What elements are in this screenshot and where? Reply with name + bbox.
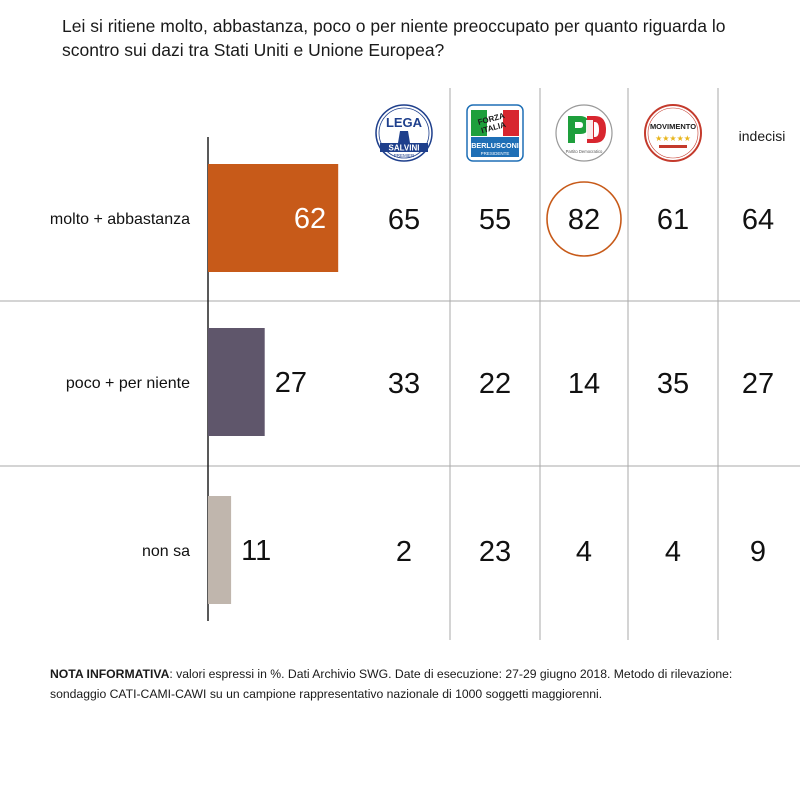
table-cell-value: 61 xyxy=(657,204,689,236)
bar xyxy=(208,164,339,272)
footnote: NOTA INFORMATIVA: valori espressi in %. … xyxy=(50,664,770,704)
category-labels: molto + abbastanza poco + per niente non s… xyxy=(50,211,190,560)
category-label: molto + abbastanza xyxy=(50,211,190,228)
bar-value-label: 27 xyxy=(275,367,307,399)
table-cell-value: 82 xyxy=(568,204,600,236)
survey-chart: 62 27 11 molto + abbastanza poco + per nien… xyxy=(0,88,800,640)
lega-salvini-text: SALVINI xyxy=(389,144,420,153)
pd-subtitle-text: Partito Democratico xyxy=(566,149,603,154)
table-cell-value: 33 xyxy=(388,368,420,400)
lega-logo-icon: LEGA SALVINI PREMIER xyxy=(375,104,433,162)
category-label: non sa xyxy=(142,543,190,560)
table-cell-value: 65 xyxy=(388,204,420,236)
table-cell-value: 4 xyxy=(665,536,681,568)
bar xyxy=(208,496,232,604)
lega-premier-text: PREMIER xyxy=(394,153,415,158)
category-label: poco + per niente xyxy=(66,375,190,392)
bar-value-label: 62 xyxy=(294,203,326,235)
table-cell-value: 14 xyxy=(568,368,600,400)
footnote-text: : valori espressi in %. Dati Archivio SW… xyxy=(50,667,733,701)
indecisi-column-label: indecisi xyxy=(739,128,786,144)
pd-logo-icon: Partito Democratico xyxy=(555,104,613,162)
table-cell-value: 35 xyxy=(657,368,689,400)
table-cell-value: 4 xyxy=(576,536,592,568)
table-cell-value: 23 xyxy=(479,536,511,568)
presidente-text: PRESIDENTE xyxy=(481,151,510,156)
forza-italia-logo-icon: FORZA ITALIA BERLUSCONI PRESIDENTE xyxy=(466,104,524,162)
table-cell-value: 2 xyxy=(396,536,412,568)
table-cell-value: 22 xyxy=(479,368,511,400)
bar-value-label: 11 xyxy=(241,535,271,567)
movimento-text: MOVIMENTO xyxy=(650,122,696,131)
berlusconi-text: BERLUSCONI xyxy=(471,141,519,150)
table-cell-value: 55 xyxy=(479,204,511,236)
m5s-logo-icon: MOVIMENTO ★★★★★ xyxy=(644,104,702,162)
lega-logo-text: LEGA xyxy=(386,115,423,130)
table-cell-value: 27 xyxy=(742,368,774,400)
m5s-stars: ★★★★★ xyxy=(655,134,691,143)
table-cell-value: 64 xyxy=(742,204,774,236)
chart-title: Lei si ritiene molto, abbastanza, poco o… xyxy=(62,16,726,60)
bar xyxy=(208,328,265,436)
bars-layer: 62 27 11 xyxy=(208,164,339,604)
table-cell-value: 9 xyxy=(750,536,766,568)
footnote-label: NOTA INFORMATIVA xyxy=(50,667,170,681)
highlight-circle xyxy=(546,181,622,257)
